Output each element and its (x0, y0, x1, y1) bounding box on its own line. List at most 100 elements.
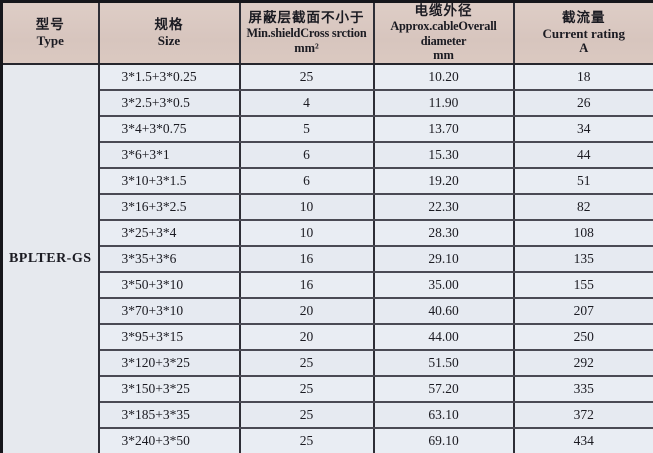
header-diameter-zh: 电缆外径 (414, 3, 473, 19)
cell-size: 3*70+3*10 (97, 297, 241, 325)
cell-shield: 6 (238, 141, 375, 169)
cell-shield: 25 (238, 63, 375, 91)
header-rating: 截流量 Current rating A (512, 0, 653, 65)
cell-shield: 25 (238, 349, 375, 377)
cell-diameter: 15.30 (372, 141, 515, 169)
cell-shield: 4 (238, 89, 375, 117)
cell-diameter: 35.00 (372, 271, 515, 299)
cell-diameter: 28.30 (372, 219, 515, 247)
cell-size: 3*35+3*6 (97, 245, 241, 273)
table-row: 3*4+3*0.75 5 13.70 34 (2, 115, 653, 143)
cell-rating: 34 (512, 115, 653, 143)
header-rating-zh: 截流量 (562, 10, 606, 25)
header-size-en: Size (157, 33, 181, 49)
cell-rating: 44 (512, 141, 653, 169)
header-type: 型号 Type (0, 0, 100, 65)
table-row: BPLTER-GS 3*1.5+3*0.25 25 10.20 18 (0, 63, 653, 453)
table-row: 3*70+3*10 20 40.60 207 (2, 297, 653, 325)
cell-size: 3*240+3*50 (97, 427, 241, 453)
table-row: 3*6+3*1 6 15.30 44 (2, 141, 653, 169)
header-shield-unit: mm² (294, 40, 319, 55)
cell-rating: 135 (512, 245, 653, 273)
table-header: 型号 Type 规格 Size 屏蔽层截面不小于 Min.shieldCross… (0, 0, 653, 65)
cell-size: 3*25+3*4 (97, 219, 241, 247)
cell-rating: 26 (512, 89, 653, 117)
table-row: 3*50+3*10 16 35.00 155 (2, 271, 653, 299)
cell-rating: 292 (512, 349, 653, 377)
cell-size: 3*16+3*2.5 (97, 193, 241, 221)
cell-rating: 434 (512, 427, 653, 453)
header-type-zh: 型号 (35, 17, 65, 33)
cell-size: 3*185+3*35 (97, 401, 241, 429)
header-rating-unit: A (579, 41, 589, 56)
table-row: 3*35+3*6 16 29.10 135 (2, 245, 653, 273)
table-row: 3*120+3*25 25 51.50 292 (2, 349, 653, 377)
table-row: 3*240+3*50 25 69.10 434 (2, 427, 653, 453)
header-size: 规格 Size (97, 0, 241, 65)
header-row: 型号 Type 规格 Size 屏蔽层截面不小于 Min.shieldCross… (0, 0, 653, 65)
table-row: 3*2.5+3*0.5 4 11.90 26 (2, 89, 653, 117)
cell-diameter: 10.20 (372, 63, 515, 91)
cell-rating: 51 (512, 167, 653, 195)
cell-diameter: 40.60 (372, 297, 515, 325)
cell-diameter: 69.10 (372, 427, 515, 453)
cell-diameter: 57.20 (372, 375, 515, 403)
cell-rating: 335 (512, 375, 653, 403)
header-type-en: Type (36, 33, 64, 49)
cell-size: 3*120+3*25 (97, 349, 241, 377)
cell-shield: 25 (238, 401, 375, 429)
cell-shield: 16 (238, 245, 375, 273)
cell-diameter: 13.70 (372, 115, 515, 143)
cell-shield: 25 (238, 375, 375, 403)
table-row: 3*95+3*15 20 44.00 250 (2, 323, 653, 351)
cell-rating: 82 (512, 193, 653, 221)
cell-size: 3*95+3*15 (97, 323, 241, 351)
cell-size: 3*4+3*0.75 (97, 115, 241, 143)
cell-diameter: 11.90 (372, 89, 515, 117)
table-body: BPLTER-GS 3*1.5+3*0.25 25 10.20 18 3*2.5+… (0, 63, 653, 453)
cell-diameter: 19.20 (372, 167, 515, 195)
table-row: 3*185+3*35 25 63.10 372 (2, 401, 653, 429)
header-diameter: 电缆外径 Approx.cableOverall diameter mm (372, 0, 515, 65)
cell-size: 3*2.5+3*0.5 (97, 89, 241, 117)
table-row: 3*150+3*25 25 57.20 335 (2, 375, 653, 403)
cell-shield: 20 (238, 323, 375, 351)
cell-diameter: 63.10 (372, 401, 515, 429)
table-row: 3*16+3*2.5 10 22.30 82 (2, 193, 653, 221)
cell-rating: 207 (512, 297, 653, 325)
cell-size: 3*6+3*1 (97, 141, 241, 169)
type-cell: BPLTER-GS (0, 63, 100, 453)
cell-shield: 6 (238, 167, 375, 195)
table-row: 3*25+3*4 10 28.30 108 (2, 219, 653, 247)
cell-size: 3*50+3*10 (97, 271, 241, 299)
cell-shield: 25 (238, 427, 375, 453)
header-shield: 屏蔽层截面不小于 Min.shieldCross srction mm² (238, 0, 375, 65)
cell-shield: 20 (238, 297, 375, 325)
cell-diameter: 22.30 (372, 193, 515, 221)
cell-rating: 155 (512, 271, 653, 299)
header-shield-zh: 屏蔽层截面不小于 (248, 10, 365, 26)
header-size-zh: 规格 (154, 17, 184, 33)
cell-shield: 10 (238, 193, 375, 221)
header-diameter-en: Approx.cableOverall (390, 19, 497, 34)
header-rating-en: Current rating (542, 25, 625, 41)
header-shield-en: Min.shieldCross srction (246, 26, 367, 41)
cell-diameter: 29.10 (372, 245, 515, 273)
cell-rating: 250 (512, 323, 653, 351)
cell-shield: 5 (238, 115, 375, 143)
cell-shield: 16 (238, 271, 375, 299)
cell-shield: 10 (238, 219, 375, 247)
header-diameter-unit: mm (433, 48, 454, 63)
header-diameter-en2: diameter (420, 33, 467, 48)
cell-rating: 108 (512, 219, 653, 247)
cell-diameter: 51.50 (372, 349, 515, 377)
cell-rating: 372 (512, 401, 653, 429)
cell-size: 3*150+3*25 (97, 375, 241, 403)
cell-rating: 18 (512, 63, 653, 91)
cell-size: 3*10+3*1.5 (97, 167, 241, 195)
cell-size: 3*1.5+3*0.25 (97, 63, 241, 91)
cell-diameter: 44.00 (372, 323, 515, 351)
table-row: 3*10+3*1.5 6 19.20 51 (2, 167, 653, 195)
